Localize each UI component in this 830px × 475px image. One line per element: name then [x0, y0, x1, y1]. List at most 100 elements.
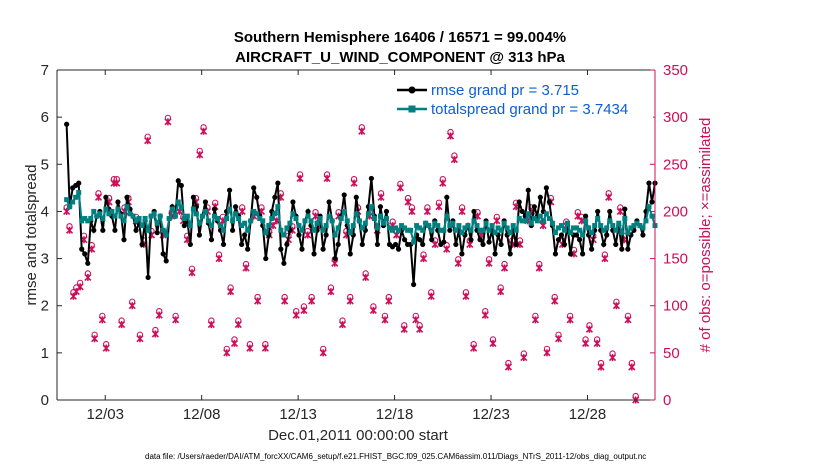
- data-point-totalspread: [215, 216, 221, 221]
- data-point-rmse: [640, 232, 646, 238]
- obs-assimilated-marker: [481, 311, 489, 319]
- obs-assimilated-marker: [458, 207, 466, 215]
- obs-assimilated-marker: [172, 316, 180, 324]
- data-point-totalspread: [263, 230, 269, 236]
- obs-count-point: [423, 204, 431, 215]
- obs-count-point: [304, 227, 312, 239]
- data-point-rmse: [507, 251, 513, 257]
- data-point-totalspread: [329, 218, 335, 224]
- data-point-totalspread: [631, 223, 637, 229]
- data-point-totalspread: [377, 213, 383, 219]
- data-point-rmse: [251, 185, 257, 191]
- obs-count-point: [84, 270, 92, 281]
- obs-count-point: [238, 204, 246, 215]
- data-point-rmse: [543, 185, 549, 191]
- data-point-rmse: [359, 241, 365, 248]
- obs-count-point: [543, 345, 551, 357]
- data-point-rmse: [513, 241, 519, 248]
- obs-assimilated-marker: [412, 316, 420, 324]
- data-point-rmse: [335, 241, 341, 248]
- obs-count-point: [439, 175, 447, 187]
- obs-count-point: [300, 303, 308, 314]
- obs-count-point: [319, 345, 327, 357]
- ticks-layer: 0 1 2 3 4 5 6 7 0 50 100 150 200 250 300 350 12/03 12/08 1…: [41, 62, 688, 423]
- data-point-rmse: [607, 208, 613, 215]
- data-point-totalspread: [411, 239, 417, 245]
- data-point-rmse: [546, 199, 552, 205]
- y-tick-label: 6: [41, 109, 49, 126]
- data-point-totalspread: [94, 213, 100, 219]
- obs-count-point: [385, 293, 393, 305]
- obs-assimilated-marker: [439, 179, 447, 187]
- obs-count-point: [597, 359, 605, 371]
- obs-assimilated-marker: [300, 306, 308, 314]
- obs-assimilated-marker: [358, 127, 366, 135]
- data-point-rmse: [486, 239, 492, 245]
- obs-count-point: [443, 241, 451, 253]
- obs-count-point: [601, 251, 609, 263]
- data-point-rmse: [323, 232, 329, 238]
- obs-count-point: [454, 256, 462, 267]
- obs-assimilated-marker: [207, 321, 215, 329]
- y-tick-label: 4: [41, 203, 49, 220]
- obs-assimilated-marker: [385, 297, 393, 305]
- obs-assimilated-marker: [144, 137, 152, 145]
- obs-count-point: [151, 326, 159, 338]
- data-point-totalspread: [534, 218, 540, 224]
- data-point-totalspread: [284, 225, 290, 231]
- obs-count-point: [412, 312, 420, 324]
- data-point-totalspread: [519, 218, 525, 224]
- obs-count-point: [118, 317, 126, 329]
- obs-assimilated-marker: [102, 344, 110, 352]
- obs-assimilated-marker: [281, 297, 289, 305]
- data-point-rmse: [163, 258, 169, 264]
- data-point-rmse: [374, 241, 381, 248]
- data-point-rmse: [299, 246, 305, 252]
- data-point-rmse: [178, 182, 184, 189]
- obs-count-point: [338, 317, 347, 329]
- data-point-rmse: [64, 121, 70, 127]
- data-point-rmse: [429, 237, 435, 243]
- data-point-totalspread: [577, 227, 583, 233]
- data-point-rmse: [604, 232, 610, 238]
- data-point-totalspread: [73, 194, 79, 200]
- obs-count-point: [377, 190, 385, 201]
- data-point-totalspread: [302, 218, 308, 224]
- obs-count-point: [296, 171, 304, 182]
- obs-assimilated-marker: [215, 255, 223, 263]
- x-tick-label: 12/03: [86, 406, 124, 423]
- data-point-rmse: [242, 232, 248, 238]
- y-right-tick-label: 50: [663, 345, 680, 362]
- data-point-rmse: [115, 199, 121, 205]
- data-point-rmse: [459, 251, 465, 257]
- obs-assimilated-marker: [151, 330, 159, 338]
- obs-count-point: [427, 289, 435, 300]
- data-point-rmse: [453, 241, 459, 248]
- data-point-totalspread: [540, 218, 546, 224]
- data-point-totalspread: [236, 216, 242, 221]
- data-point-totalspread: [571, 225, 577, 231]
- data-point-totalspread: [293, 216, 299, 221]
- obs-assimilated-marker: [466, 240, 474, 248]
- obs-assimilated-marker: [254, 297, 262, 305]
- obs-assimilated-marker: [223, 349, 231, 357]
- data-point-totalspread: [347, 230, 353, 236]
- obs-count-point: [566, 312, 574, 324]
- data-point-rmse: [368, 175, 374, 182]
- data-point-rmse: [233, 204, 239, 210]
- data-point-rmse: [552, 251, 559, 257]
- obs-assimilated-marker: [362, 273, 370, 281]
- data-point-totalspread: [130, 213, 136, 219]
- data-point-totalspread: [483, 220, 489, 226]
- obs-assimilated-marker: [462, 292, 470, 300]
- obs-count-point: [76, 279, 84, 291]
- obs-assimilated-marker: [98, 316, 106, 324]
- y-right-tick-label: 150: [663, 251, 688, 268]
- data-point-rmse: [112, 227, 118, 233]
- obs-count-point: [408, 204, 416, 215]
- data-point-totalspread: [296, 223, 302, 229]
- data-point-totalspread: [429, 227, 435, 233]
- data-point-rmse: [420, 241, 426, 248]
- data-point-rmse: [226, 187, 233, 193]
